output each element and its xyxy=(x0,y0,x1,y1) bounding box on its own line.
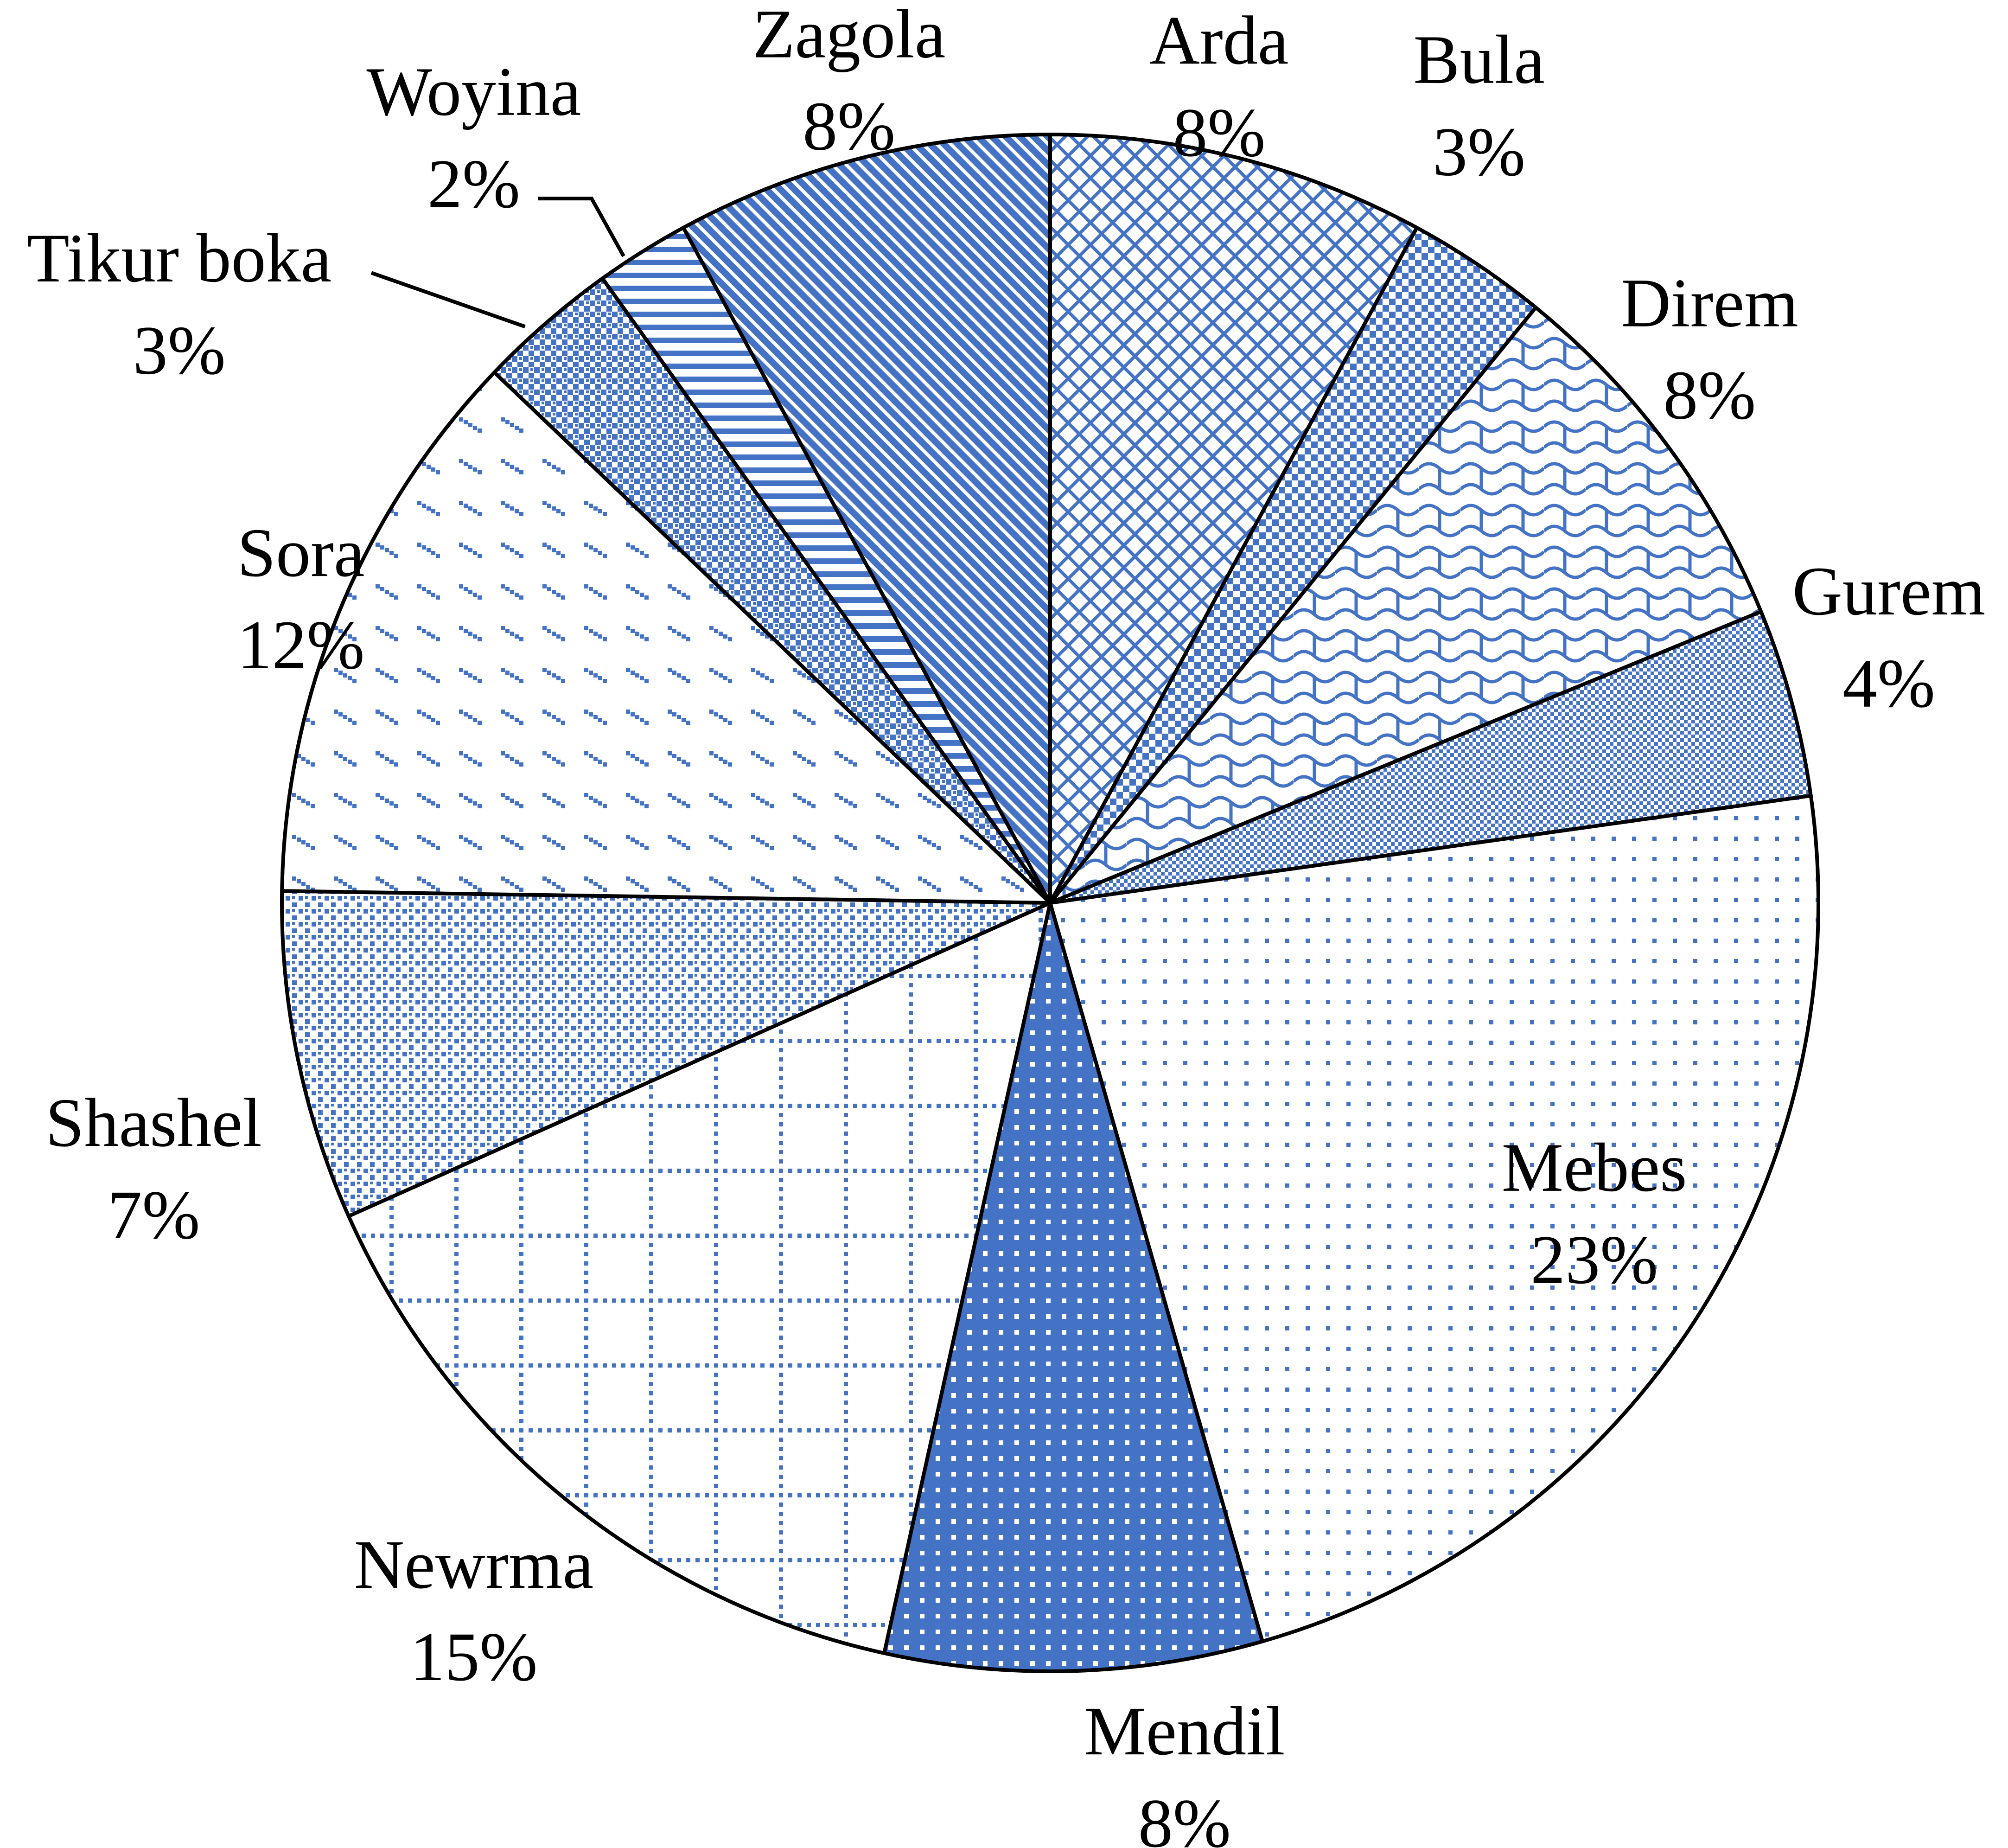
value-label: 15% xyxy=(410,1618,537,1695)
value-label: 3% xyxy=(133,312,226,389)
value-label: 2% xyxy=(427,146,520,223)
category-label: Direm xyxy=(1621,264,1798,341)
value-label: 4% xyxy=(1842,645,1935,722)
pie-slice xyxy=(1048,306,1763,905)
leader-line xyxy=(370,271,526,329)
value-label: 8% xyxy=(1138,1785,1231,1848)
pie-slice xyxy=(492,276,1052,905)
value-label: 12% xyxy=(237,607,365,684)
value-label: 3% xyxy=(1433,114,1525,191)
leader-line xyxy=(538,197,625,257)
category-label: Newrma xyxy=(354,1526,593,1603)
category-label: Sora xyxy=(237,514,365,591)
pie-slice xyxy=(882,901,1264,1673)
pie-slice xyxy=(1048,793,1820,1643)
pie-slice xyxy=(346,901,1052,1655)
category-label: Bula xyxy=(1413,21,1544,98)
pie-slice xyxy=(681,133,1052,905)
pie-slice xyxy=(280,889,1052,1218)
category-label: Tikur boka xyxy=(27,220,331,297)
value-label: 8% xyxy=(803,88,895,165)
category-label: Gurem xyxy=(1792,553,1986,630)
pie-slice xyxy=(1048,133,1419,905)
category-label: Zagola xyxy=(752,0,945,72)
value-label: 7% xyxy=(107,1177,200,1253)
value-label: 8% xyxy=(1663,357,1756,434)
value-label: 23% xyxy=(1530,1221,1658,1298)
category-label: Arda xyxy=(1149,2,1288,79)
category-label: Mebes xyxy=(1502,1129,1687,1206)
category-label: Mendil xyxy=(1084,1693,1285,1770)
value-label: 8% xyxy=(1173,94,1265,171)
category-label: Woyina xyxy=(367,53,581,130)
category-label: Shashel xyxy=(45,1084,262,1161)
pie-slice xyxy=(1048,609,1813,905)
pie-slice xyxy=(1048,226,1538,905)
pie-slice xyxy=(280,370,1052,905)
